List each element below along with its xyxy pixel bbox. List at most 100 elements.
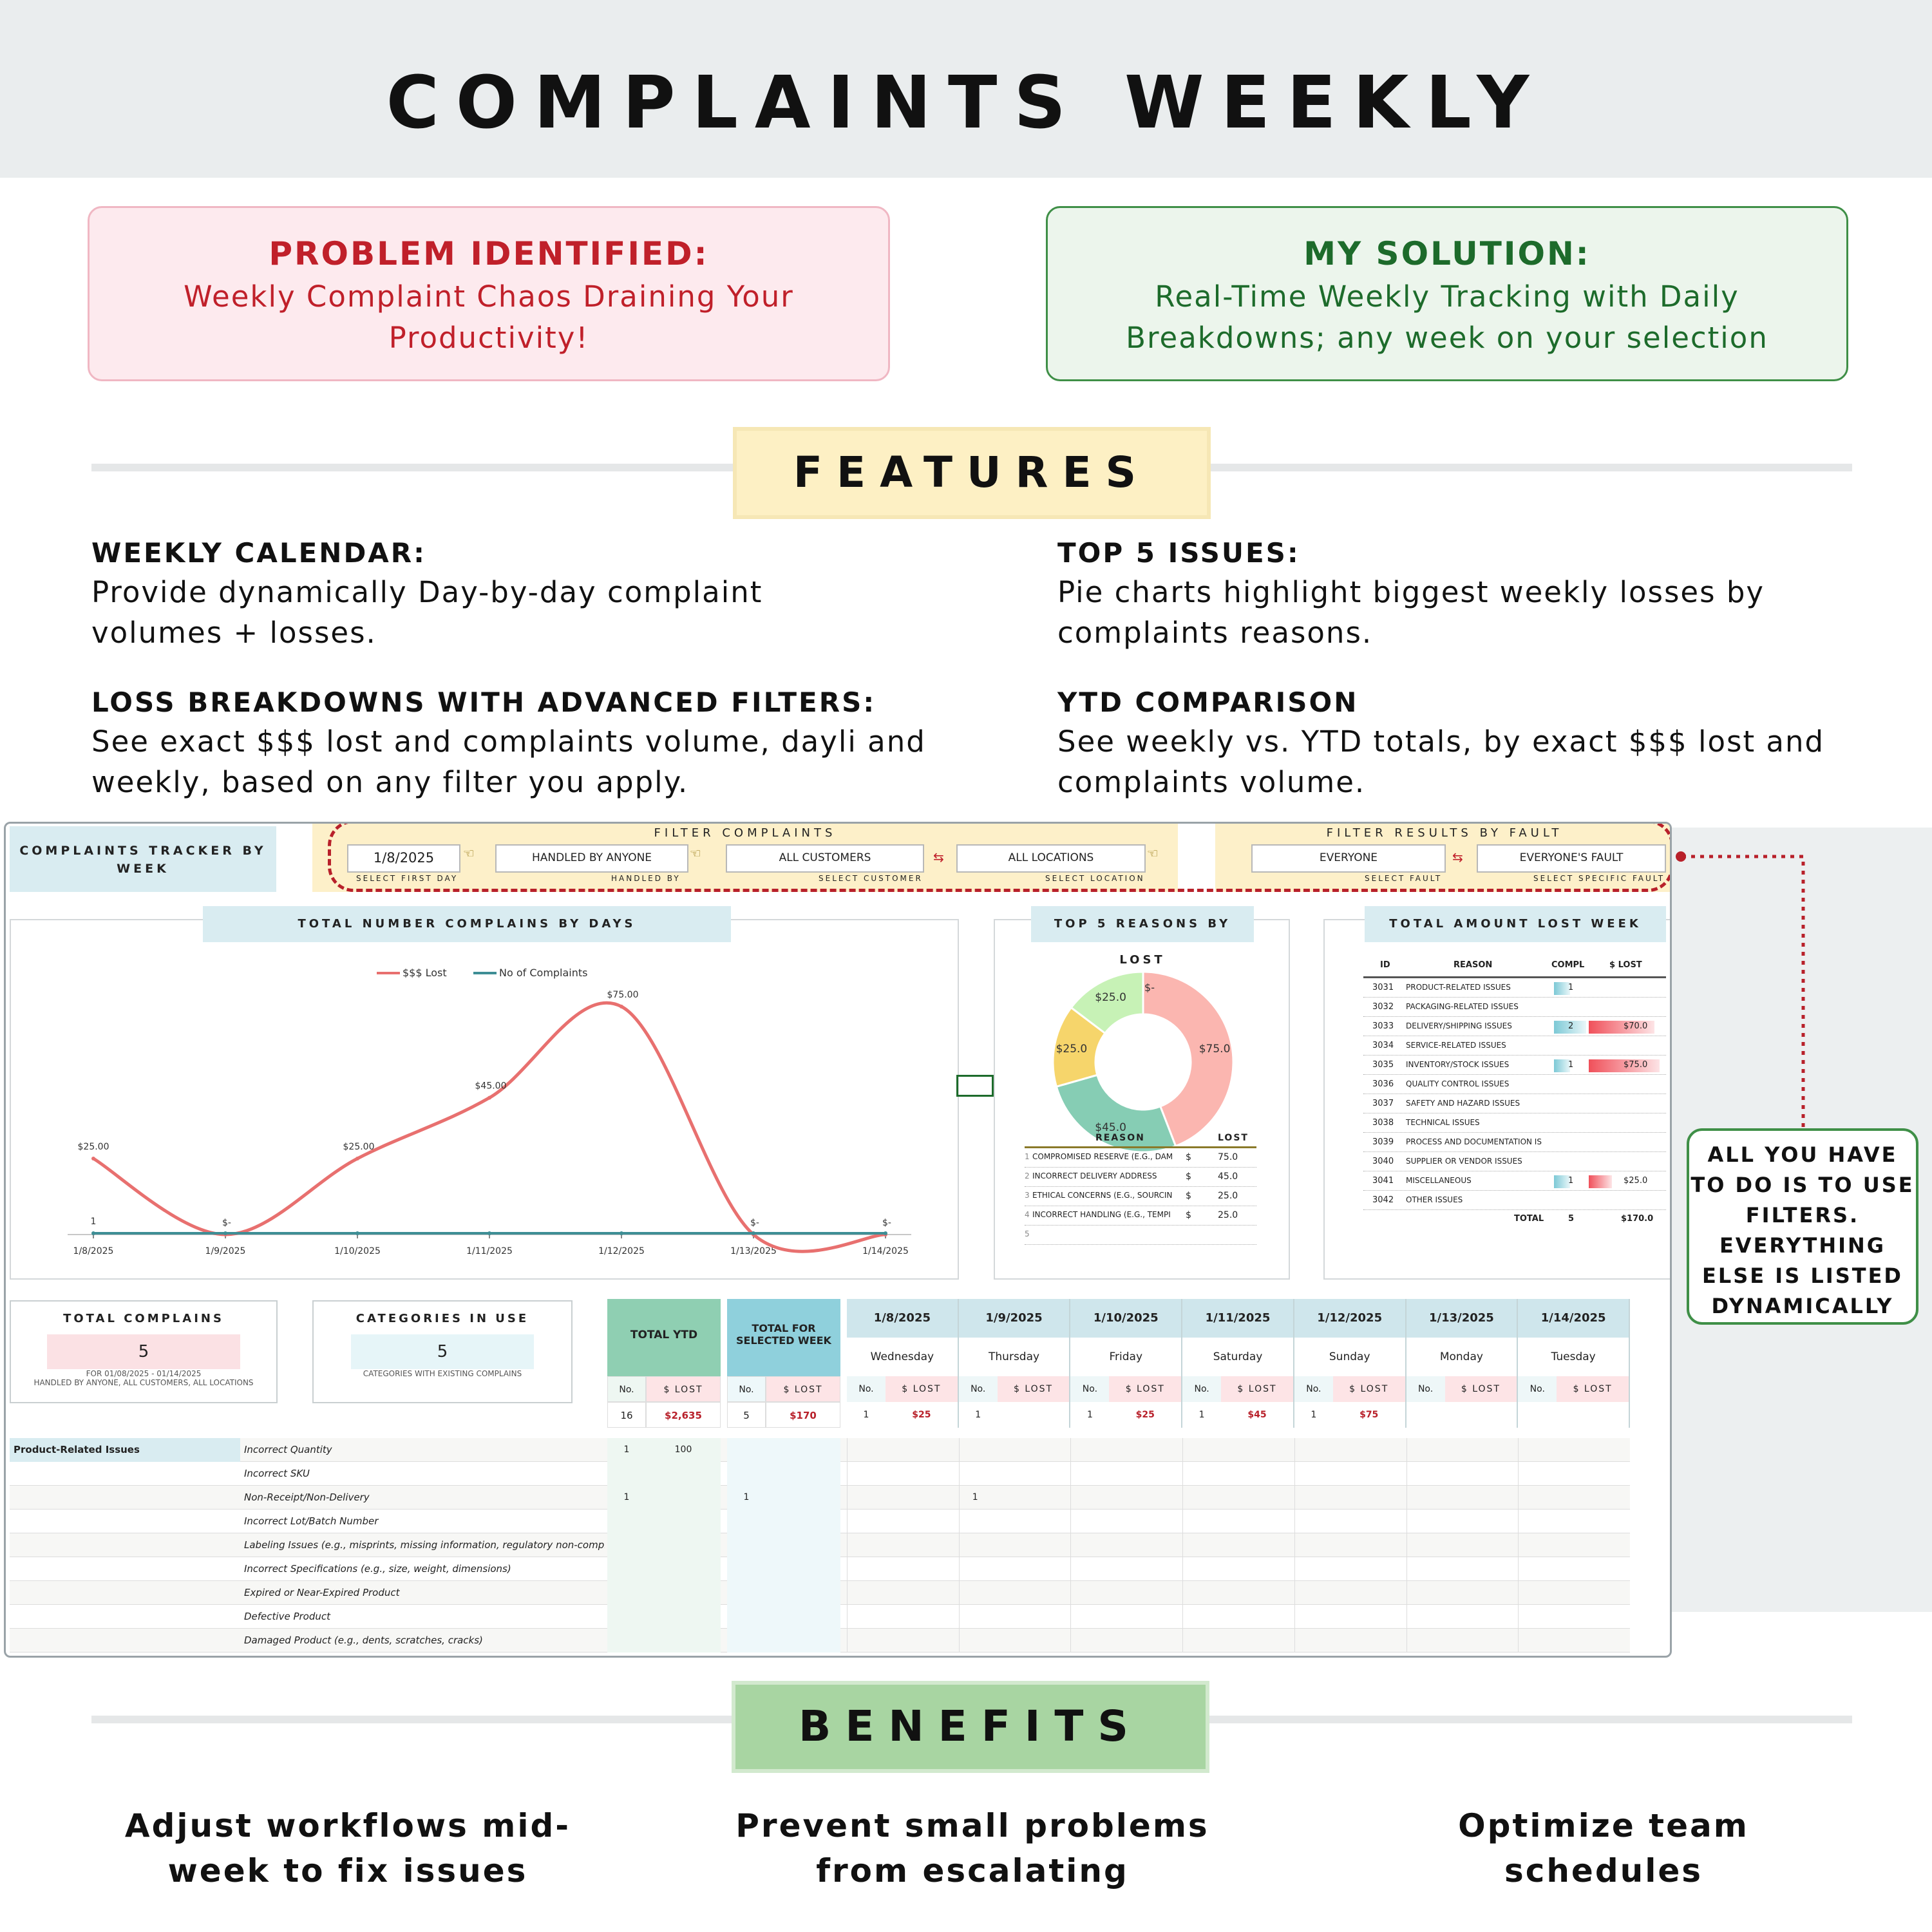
slice-label: $45.0: [1095, 1121, 1126, 1134]
problem-heading: PROBLEM IDENTIFIED:: [269, 235, 709, 272]
feature-text: See exact $$$ lost and complaints volume…: [91, 724, 926, 799]
customer-label: SELECT CUSTOMER: [819, 874, 923, 883]
kpi-categories: CATEGORIES IN USE 5 CATEGORIES WITH EXIS…: [312, 1300, 573, 1403]
first-day-select[interactable]: 1/8/2025: [347, 844, 460, 873]
currency-cell: $: [1186, 1171, 1191, 1182]
day-cell: [1518, 1438, 1630, 1462]
lost-value: $170: [766, 1402, 840, 1428]
solution-heading: MY SOLUTION:: [1303, 235, 1591, 272]
lost-label: $ LOST: [646, 1376, 721, 1402]
day-cell: [847, 1486, 959, 1510]
lost-label: $ LOST: [766, 1376, 840, 1402]
currency-cell: $: [1186, 1191, 1191, 1201]
pie-slice: [1070, 971, 1144, 1035]
day-cell: [1518, 1581, 1630, 1605]
selected-cell[interactable]: [956, 1075, 994, 1097]
day-header-row: No. $ LOST: [1406, 1376, 1517, 1402]
lost-table-row: 3032 PACKAGING-RELATED ISSUES: [1363, 998, 1666, 1017]
day-values-row: 1 $25: [847, 1402, 958, 1428]
day-no-label: No.: [1070, 1376, 1110, 1402]
lost-cell: $75.0: [1624, 1060, 1648, 1070]
lost-header-lost: $ LOST: [1609, 960, 1642, 970]
lost-table-row: 3040 SUPPLIER OR VENDOR ISSUES: [1363, 1152, 1666, 1171]
day-cell: [847, 1438, 959, 1462]
day-cell: [1406, 1486, 1519, 1510]
day-lost-label: $ LOST: [997, 1376, 1070, 1402]
fault-select[interactable]: EVERYONE: [1251, 844, 1446, 873]
data-point: [488, 1095, 491, 1100]
row-number: 5: [1025, 1229, 1030, 1238]
lost-header-compl: COMPL: [1551, 960, 1585, 970]
page-title: COMPLAINTS WEEKLY: [386, 61, 1546, 145]
day-no-label: No.: [958, 1376, 998, 1402]
feature-ytd: YTD COMPARISON See weekly vs. YTD totals…: [1057, 684, 1932, 802]
day-lost: $75: [1359, 1410, 1379, 1420]
data-label: $75.00: [607, 990, 639, 1000]
day-name: Sunday: [1329, 1350, 1370, 1363]
data-label: $-: [882, 1218, 891, 1228]
lost-cell: 25.0: [1218, 1210, 1238, 1220]
day-lost: $25: [1135, 1410, 1155, 1420]
day-cell: [1182, 1510, 1294, 1533]
feature-loss-breakdowns: LOSS BREAKDOWNS WITH ADVANCED FILTERS: S…: [91, 684, 980, 802]
customer-select[interactable]: ALL CUSTOMERS: [726, 844, 924, 873]
feature-text: Pie charts highlight biggest weekly loss…: [1057, 575, 1765, 650]
data-label: $45.00: [475, 1081, 507, 1092]
day-cell: [1406, 1462, 1519, 1486]
day-no-label: No.: [1518, 1376, 1557, 1402]
lost-title: TOTAL AMOUNT LOST WEEK: [1365, 906, 1666, 942]
day-cell: [847, 1510, 959, 1533]
pie-reason-table: REASON LOST 1 COMPROMISED RESERVE (E.G., …: [1025, 1133, 1256, 1245]
days-grid: 1/8/2025 Wednesday No. $ LOST 1 $25 1/9/2025 Th…: [847, 1299, 1630, 1428]
day-cell: [1406, 1510, 1519, 1533]
table-row: Incorrect SKU: [10, 1462, 1630, 1486]
fault-label: SELECT FAULT: [1365, 874, 1443, 883]
reason-cell: INVENTORY/STOCK ISSUES: [1406, 1060, 1510, 1069]
table-row: Product-Related Issues Incorrect Quantity…: [10, 1438, 1630, 1462]
table-row: Defective Product: [10, 1605, 1630, 1629]
location-select[interactable]: ALL LOCATIONS: [956, 844, 1146, 873]
slice-label: $25.0: [1056, 1043, 1088, 1056]
currency-cell: $: [1186, 1210, 1191, 1220]
day-cell: [1070, 1533, 1182, 1557]
location-label: SELECT LOCATION: [1045, 874, 1145, 883]
specific-fault-select[interactable]: EVERYONE'S FAULT: [1477, 844, 1666, 873]
id-cell: 3032: [1372, 1002, 1394, 1012]
benefit-item: Prevent small problems from escalating: [735, 1807, 1209, 1889]
pie-table-row: 4 INCORRECT HANDLING (E.G., TEMPI $25.0: [1025, 1206, 1256, 1226]
day-cell: [1070, 1438, 1182, 1462]
day-cell: [1070, 1629, 1182, 1653]
day-lost: $25: [912, 1410, 931, 1420]
lost-cell: 75.0: [1218, 1152, 1238, 1162]
week-lost-cell: [766, 1438, 840, 1462]
week-lost-cell: [766, 1462, 840, 1486]
day-cell: [958, 1581, 1071, 1605]
day-name: Thursday: [989, 1350, 1040, 1363]
day-column: 1/11/2025 Saturday No. $ LOST 1 $45: [1182, 1299, 1294, 1428]
x-tick-label: 1/14/2025: [862, 1246, 909, 1256]
day-cell: [847, 1462, 959, 1486]
kpi-sub: HANDLED BY ANYONE, ALL CUSTOMERS, ALL LO…: [33, 1378, 254, 1387]
filter-complaints-label: FILTER COMPLAINTS: [654, 826, 837, 840]
day-no: 1: [1198, 1410, 1205, 1420]
day-cell: [847, 1533, 959, 1557]
ytd-lost-cell: [646, 1557, 721, 1581]
lost-cell: 45.0: [1218, 1171, 1238, 1182]
day-header-row: No. $ LOST: [958, 1376, 1070, 1402]
compl-cell: 1: [1568, 1060, 1574, 1070]
reason-cell: DELIVERY/SHIPPING ISSUES: [1406, 1021, 1512, 1030]
data-point: [884, 1231, 887, 1235]
table-row: Expired or Near-Expired Product: [10, 1581, 1630, 1605]
day-cell: [1518, 1486, 1630, 1510]
handled-by-select[interactable]: HANDLED BY ANYONE: [495, 844, 688, 873]
filter-fault-label: FILTER RESULTS BY FAULT: [1326, 826, 1563, 840]
week-lost-cell: [766, 1510, 840, 1533]
row-number: 4: [1025, 1210, 1030, 1219]
compl-cell: 1: [1568, 1176, 1574, 1186]
subcategory-cell: Non-Receipt/Non-Delivery: [244, 1492, 370, 1503]
kpi-value: 5: [47, 1334, 240, 1369]
day-cell: [1182, 1605, 1294, 1629]
subcategory-cell: Incorrect Lot/Batch Number: [244, 1515, 379, 1527]
week-lost-cell: [766, 1629, 840, 1653]
day-header-row: No. $ LOST: [847, 1376, 958, 1402]
